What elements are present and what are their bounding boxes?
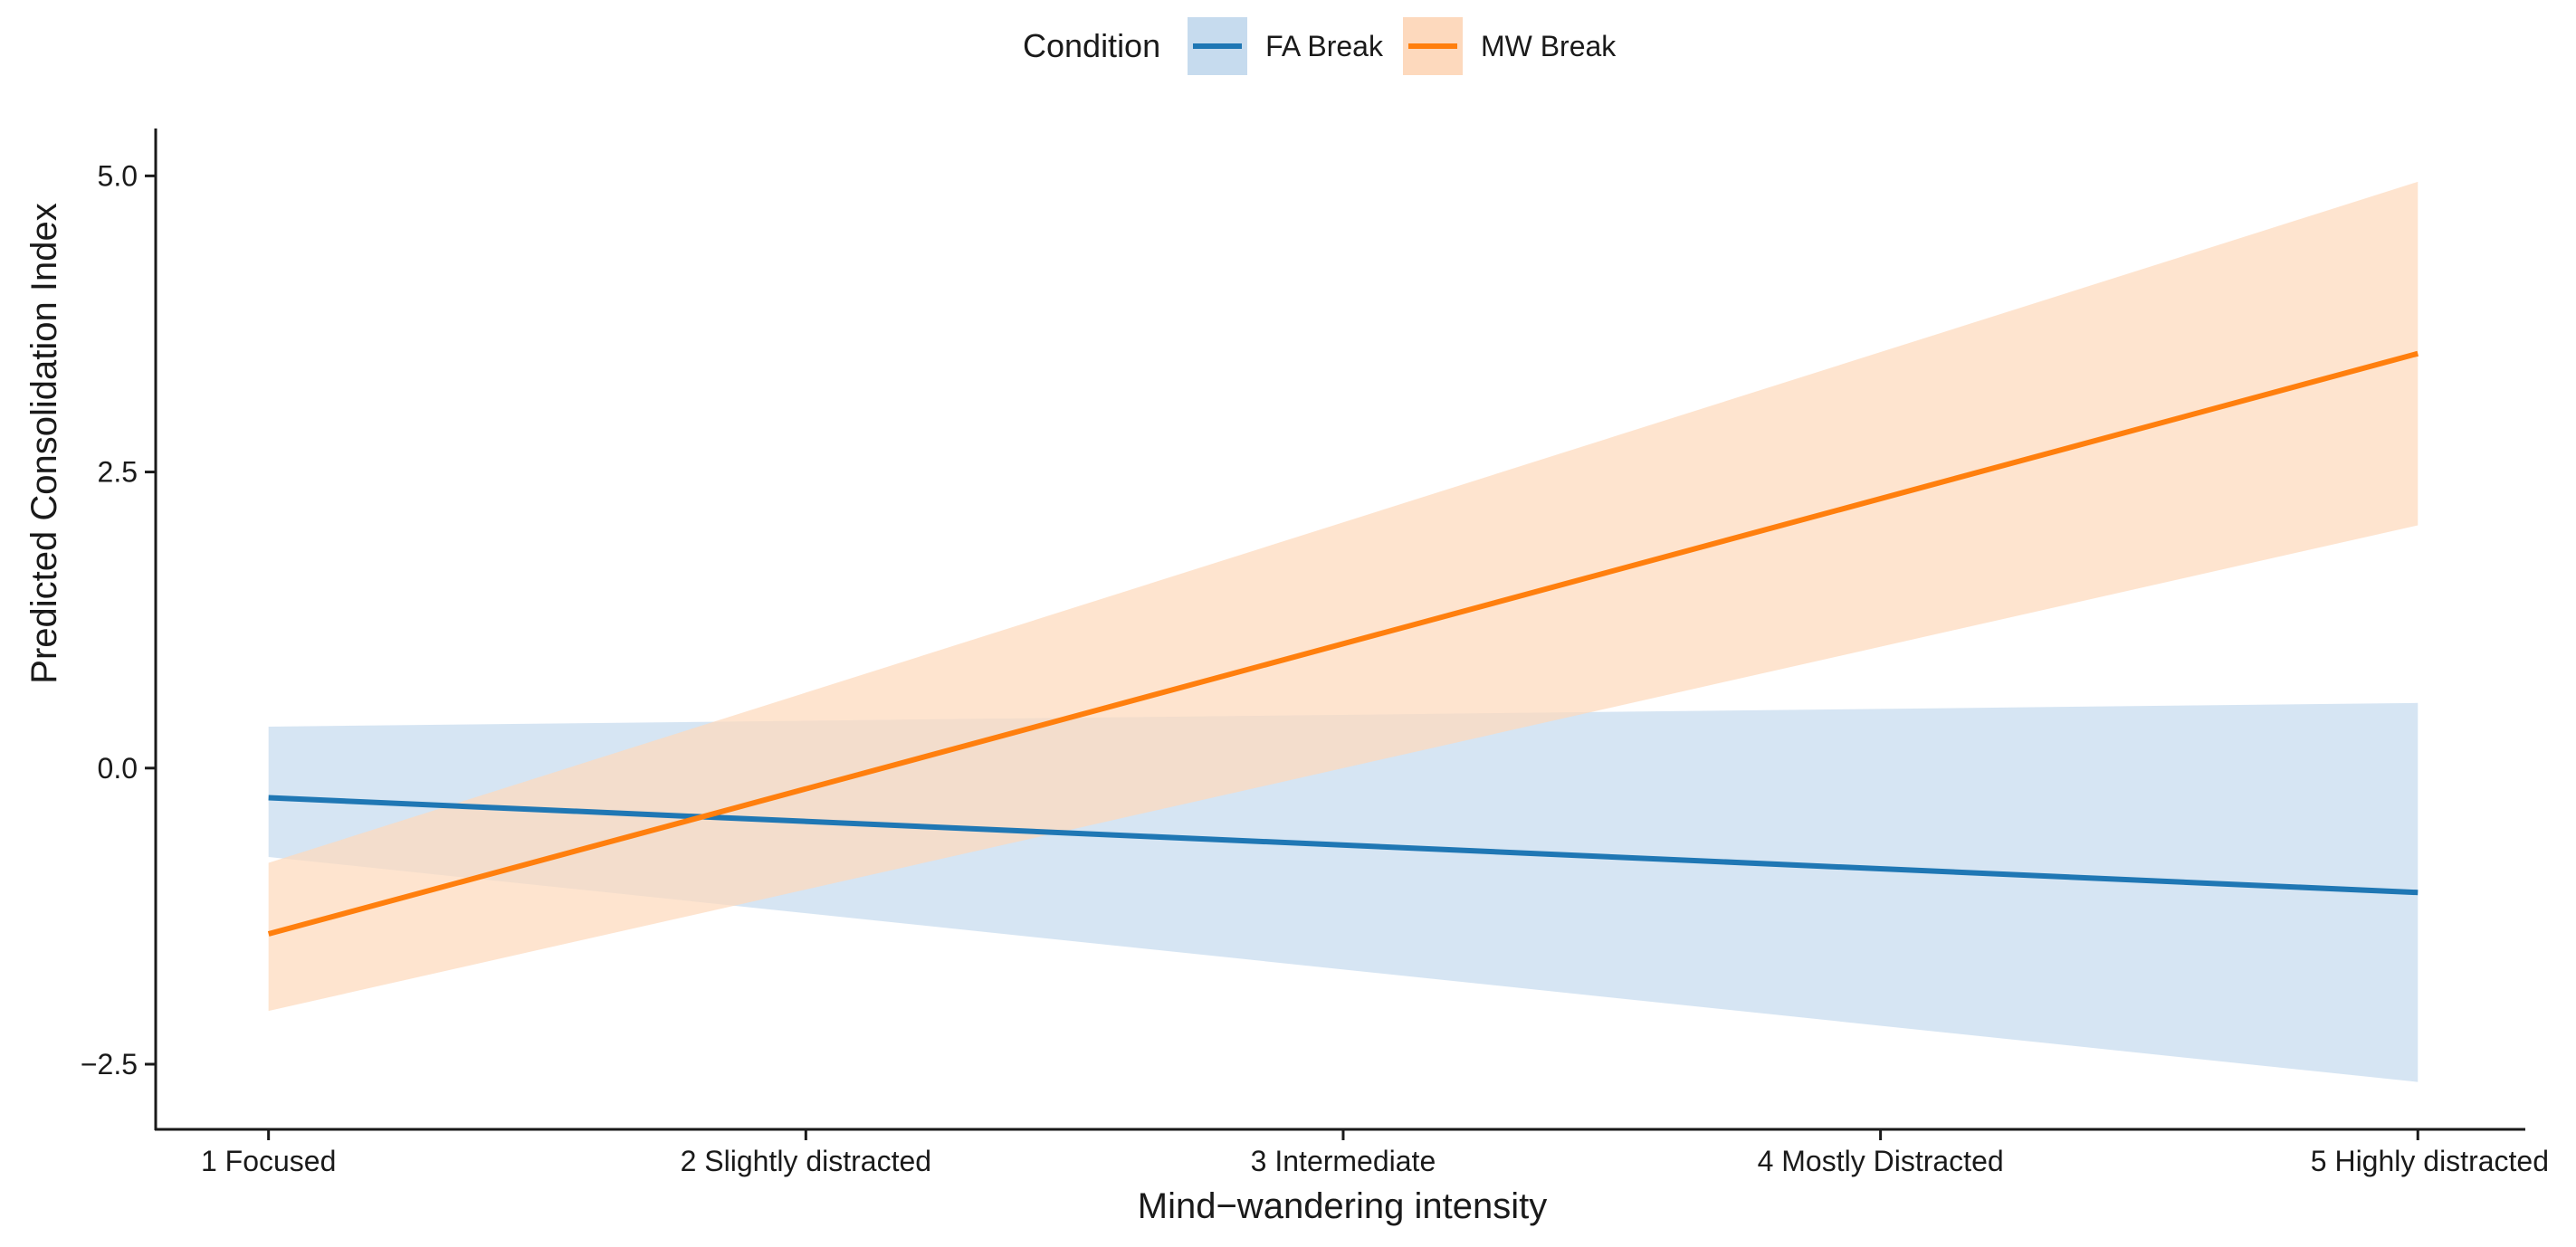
y-tick-label: 5.0 <box>98 159 138 192</box>
legend-title: Condition <box>1023 27 1161 64</box>
legend: Condition FA Break MW Break <box>1023 16 1616 76</box>
y-axis-title: Predicted Consolidation Index <box>24 203 64 683</box>
line-fa-break <box>268 795 2419 896</box>
legend-key-mw-break <box>1402 17 1463 75</box>
x-tick-label: 1 Focused <box>201 1145 336 1177</box>
x-tick-label: 3 Intermediate <box>1251 1145 1436 1177</box>
axes: −2.5 0.0 2.5 5.0 1 Focused 2 Slightly distrac… <box>81 129 2549 1177</box>
x-tick-label: 2 Slightly distracted <box>681 1145 931 1177</box>
series-lines <box>267 350 2419 937</box>
x-tick-label: 4 Mostly Distracted <box>1758 1145 2004 1177</box>
y-tick-label: 2.5 <box>98 456 138 489</box>
y-tick-label: 0.0 <box>98 752 138 785</box>
legend-label-fa-break: FA Break <box>1265 29 1383 62</box>
band-mw-break <box>268 181 2419 1012</box>
legend-item-fa-break: FA Break <box>1188 17 1383 75</box>
line-mw-break <box>267 350 2419 937</box>
x-tick-label: 5 Highly distracted <box>2311 1145 2549 1177</box>
x-axis-title: Mind−wandering intensity <box>1138 1186 1547 1226</box>
legend-label-mw-break: MW Break <box>1480 29 1617 62</box>
y-tick-label: −2.5 <box>81 1048 138 1080</box>
legend-key-fa-break <box>1188 17 1248 75</box>
legend-item-mw-break: MW Break <box>1402 17 1617 75</box>
confidence-bands <box>268 181 2419 1082</box>
